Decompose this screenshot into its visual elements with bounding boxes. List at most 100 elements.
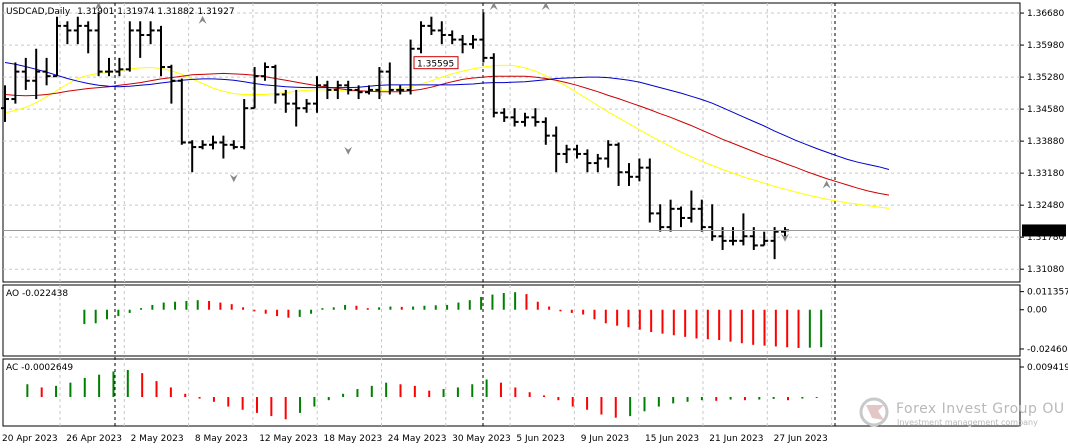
price-tick-label: 1.33880 [1027, 137, 1064, 147]
ohlc-bar [250, 67, 259, 110]
ohlc-bar [666, 199, 675, 232]
fractal-up-icon [822, 180, 831, 189]
price-tick-label: 1.31080 [1027, 265, 1064, 275]
ohlc-bar [521, 112, 529, 127]
current-price-box [1022, 224, 1066, 237]
ac-pane[interactable]: AC -0.0002649 [6, 363, 818, 420]
ohlc-bar [645, 158, 654, 223]
annotation-box [413, 56, 459, 70]
ohlc-readout: 1.31901 1.31974 1.31882 1.31927 [77, 7, 234, 17]
grid [2, 2, 1021, 427]
ohlc-bar [94, 12, 103, 77]
ohlc-bar [708, 204, 717, 241]
ma-yellow-line [4, 64, 890, 209]
ohlc-bar [406, 39, 415, 95]
ma-blue-line [4, 62, 890, 170]
annotation-price-label: 1.35595 [417, 60, 454, 70]
date-tick-label: 15 Jun 2023 [645, 434, 699, 444]
ohlc-bar [53, 16, 61, 78]
ohlc-bar [354, 85, 363, 100]
ohlc-bar [63, 21, 72, 45]
date-tick-label: 24 May 2023 [388, 434, 447, 444]
price-tick-label: 1.31780 [1027, 233, 1064, 243]
ohlc-bar [427, 16, 436, 36]
chart-header: USDCAD,Daily 1.31901 1.31974 1.31882 1.3… [6, 7, 235, 17]
date-tick-label: 20 Apr 2023 [2, 434, 58, 444]
date-tick-label: 12 May 2023 [259, 434, 318, 444]
date-tick-label: 30 May 2023 [452, 434, 511, 444]
ohlc-bar [229, 140, 238, 150]
date-tick-label: 18 May 2023 [324, 434, 383, 444]
ohlc-bar [365, 85, 373, 95]
ohlc-bar [500, 108, 509, 122]
ohlc-bar [417, 21, 425, 54]
ohlc-bar [209, 135, 217, 150]
ohlc-bar [73, 16, 82, 45]
ohlc-bar [458, 35, 467, 54]
ohlc-bar [531, 108, 540, 127]
ohlc-bar [604, 140, 613, 168]
price-tick-label: 1.32480 [1027, 201, 1064, 211]
watermark-subtitle: Investment management company [897, 418, 1038, 427]
ohlc-bar [552, 126, 561, 173]
current-price-label: 1.31927 [1025, 227, 1062, 237]
ohlc-bar [167, 64, 176, 104]
ohlc-bar [437, 21, 446, 45]
fractal-down-icon [344, 146, 353, 155]
pane-frame [2, 358, 1021, 427]
ohlc-bar [448, 30, 457, 45]
ohlc-bar [635, 158, 644, 182]
ohlc-bar [541, 117, 550, 145]
ohlc-bar [625, 163, 633, 186]
watermark-title: Forex Invest Group OU [896, 401, 1065, 417]
ohlc-bar [115, 57, 124, 77]
ao-tick-label: 0.011357 [1027, 288, 1068, 298]
ohlc-bar [32, 48, 41, 100]
watermark-logo-icon [866, 405, 884, 420]
ohlc-bar [292, 89, 301, 127]
ohlc-bar [198, 140, 207, 150]
ohlc-bar [21, 57, 30, 90]
price-tick-label: 1.35980 [1027, 41, 1064, 51]
axes: 1.36680 1.35980 1.35280 1.34580 1.33880 1.331… [2, 9, 1068, 444]
ohlc-bar [344, 80, 353, 95]
ohlc-bar [11, 62, 20, 104]
ohlc-bar [188, 140, 197, 173]
date-tick-label: 27 Jun 2023 [774, 434, 828, 444]
fractal-up-icon [198, 15, 207, 24]
date-tick-label: 26 Apr 2023 [66, 434, 122, 444]
ohlc-bar [42, 57, 51, 86]
ohlc-bar [136, 21, 145, 58]
fractal-up-icon [541, 2, 550, 11]
fractal-down-icon [229, 174, 238, 183]
date-tick-label: 8 May 2023 [195, 434, 248, 444]
ohlc-bar [573, 144, 581, 159]
date-tick-label: 21 Jun 2023 [709, 434, 763, 444]
ao-pane[interactable]: AO -0.022438 [6, 289, 823, 349]
ohlc-bar [177, 78, 186, 145]
symbol-label: USDCAD,Daily [6, 7, 71, 17]
fractal-up-icon [489, 2, 498, 11]
ohlc-bar [302, 99, 311, 113]
price-pane[interactable]: 1.35595 [1, 2, 1020, 260]
pane-frame [2, 2, 1021, 283]
ohlc-bar [697, 199, 706, 232]
price-tick-label: 1.33180 [1027, 169, 1064, 179]
date-tick-label: 5 Jun 2023 [516, 434, 564, 444]
fractal-down-icon [781, 233, 789, 242]
ohlc-bar [219, 135, 228, 159]
date-tick-label: 9 Jun 2023 [581, 434, 629, 444]
ac-tick-label: 0.0094191 [1027, 363, 1068, 373]
ohlc-bar [323, 80, 332, 100]
ohlc-bar [271, 64, 280, 104]
ohlc-bar [770, 227, 779, 260]
ohlc-bar [593, 153, 602, 173]
ao-title: AO -0.022438 [6, 289, 68, 299]
ohlc-bar [375, 67, 384, 100]
price-tick-label: 1.35280 [1027, 73, 1064, 83]
pane-frame [2, 284, 1021, 357]
ohlc-bar [157, 25, 165, 77]
ohlc-bar [583, 149, 592, 173]
ohlc-bar [125, 21, 134, 72]
